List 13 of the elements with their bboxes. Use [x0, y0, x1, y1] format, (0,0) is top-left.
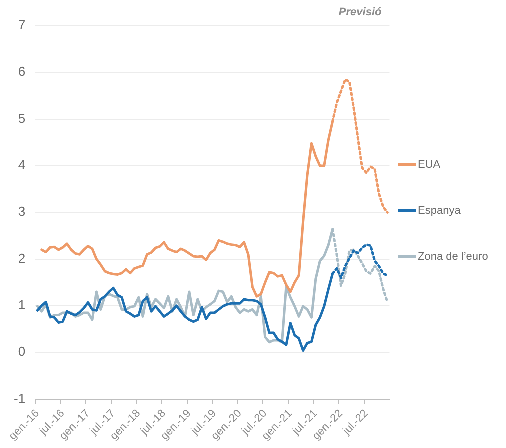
- y-tick-label: 0: [18, 344, 26, 360]
- y-tick-label: 3: [18, 204, 26, 220]
- legend-label: EUA: [418, 158, 441, 171]
- y-tick-label: 6: [18, 64, 26, 80]
- y-tick-label: 4: [18, 158, 26, 173]
- y-tick-label: 7: [18, 18, 26, 33]
- y-tick-label: -1: [14, 390, 26, 406]
- y-tick-label: 5: [18, 110, 26, 126]
- text: Previsió: [338, 6, 382, 19]
- legend-label: Espanya: [418, 204, 461, 217]
- y-tick-label: 1: [18, 298, 26, 313]
- legend-label: Zona de l’euro: [418, 250, 488, 263]
- y-tick-label: 2: [18, 250, 26, 266]
